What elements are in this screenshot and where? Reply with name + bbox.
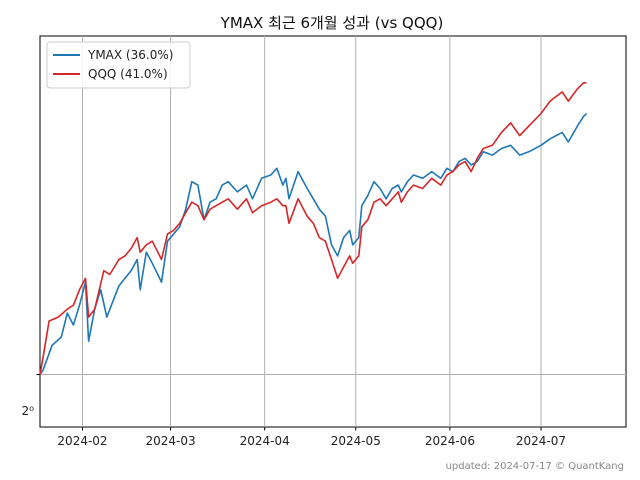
series-line-qqq: [39, 82, 587, 375]
x-axis: 2024-02 2024-03 2024-04 2024-05 2024-06 2024-…: [36, 373, 566, 448]
legend-label-qqq: QQQ (41.0%): [88, 67, 168, 81]
x-tick-label-2024-03: 2024-03: [145, 434, 195, 448]
x-tick-label-2024-05: 2024-05: [331, 434, 381, 448]
x-tick-label-2024-07: 2024-07: [516, 434, 566, 448]
plot-frame: [39, 35, 627, 428]
chart-title: YMAX 최근 6개월 성과 (vs QQQ): [220, 14, 444, 32]
x-tick-label-2024-06: 2024-06: [425, 434, 475, 448]
x-tick-label-2024-04: 2024-04: [240, 434, 290, 448]
series-lines: [39, 82, 588, 375]
x-tick-label-2024-02: 2024-02: [57, 434, 107, 448]
series-line-ymax: [39, 112, 588, 375]
gridlines: [40, 36, 626, 427]
footer-credit: updated: 2024-07-17 © QuantKang: [446, 461, 624, 472]
legend: YMAX (36.0%) QQQ (41.0%): [46, 41, 191, 89]
plot-area: [39, 35, 627, 428]
legend-label-ymax: YMAX (36.0%): [87, 48, 173, 62]
y-axis: 2⁰: [22, 404, 35, 418]
y-tick-label: 2⁰: [22, 404, 35, 418]
legend-box: [46, 41, 191, 89]
